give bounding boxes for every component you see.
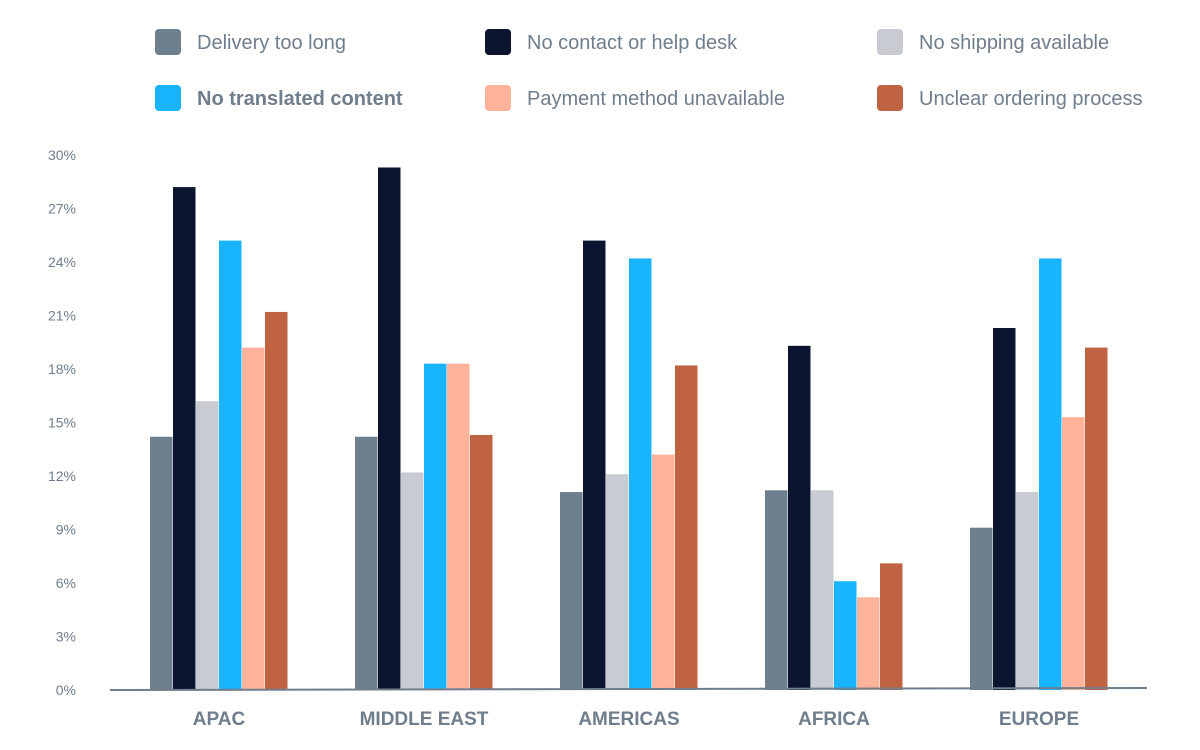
- bar-middle-east-no-shipping-available: [401, 472, 424, 690]
- y-axis: 0% 3% 6% 9% 12% 15% 18% 21% 24% 27% 30%: [48, 147, 76, 698]
- legend-label: No shipping available: [919, 32, 1109, 54]
- bar-apac-delivery-too-long: [150, 436, 173, 690]
- legend-item-payment-method-unavailable: Payment method unavailable: [485, 85, 785, 111]
- bar-africa-no-translated-content: [834, 581, 857, 690]
- bar-africa-delivery-too-long: [765, 490, 788, 690]
- bar-apac-unclear-ordering-process: [265, 311, 288, 690]
- bar-americas-payment-method-unavailable: [652, 454, 675, 690]
- bar-americas-no-translated-content: [629, 258, 652, 690]
- bars: [150, 167, 1108, 690]
- bar-europe-payment-method-unavailable: [1062, 417, 1085, 690]
- bar-apac-no-translated-content: [219, 240, 242, 690]
- legend-label: No contact or help desk: [527, 32, 738, 54]
- bar-americas-no-contact-or-help-desk: [583, 240, 606, 690]
- legend-swatch: [155, 85, 181, 111]
- legend-label: Unclear ordering process: [919, 88, 1142, 110]
- legend-item-no-shipping-available: No shipping available: [877, 29, 1109, 55]
- bar-middle-east-unclear-ordering-process: [470, 434, 493, 690]
- legend-item-delivery-too-long: Delivery too long: [155, 29, 346, 55]
- bar-europe-no-contact-or-help-desk: [993, 327, 1016, 690]
- bar-middle-east-no-contact-or-help-desk: [378, 167, 401, 690]
- bar-group-middle-east: [355, 167, 493, 690]
- bar-apac-no-shipping-available: [196, 401, 219, 690]
- bar-group-africa: [765, 345, 903, 690]
- x-tick-label: APAC: [193, 709, 246, 730]
- bar-americas-no-shipping-available: [606, 474, 629, 690]
- y-tick-label: 3%: [56, 629, 76, 645]
- y-tick-label: 27%: [48, 201, 76, 217]
- y-tick-label: 30%: [48, 147, 76, 163]
- bar-apac-no-contact-or-help-desk: [173, 187, 196, 690]
- bar-middle-east-payment-method-unavailable: [447, 363, 470, 690]
- legend-label: Delivery too long: [197, 32, 346, 54]
- bar-middle-east-no-translated-content: [424, 363, 447, 690]
- bar-africa-unclear-ordering-process: [880, 563, 903, 690]
- bar-group-americas: [560, 240, 698, 690]
- bar-americas-unclear-ordering-process: [675, 365, 698, 690]
- bar-group-apac: [150, 187, 288, 690]
- legend-swatch: [485, 85, 511, 111]
- legend-item-unclear-ordering-process: Unclear ordering process: [877, 85, 1142, 111]
- bar-africa-no-shipping-available: [811, 490, 834, 690]
- bar-americas-delivery-too-long: [560, 492, 583, 690]
- legend-item-no-contact-or-help-desk: No contact or help desk: [485, 29, 738, 55]
- bar-africa-payment-method-unavailable: [857, 597, 880, 690]
- legend: Delivery too long No contact or help desk…: [155, 29, 1142, 111]
- bar-group-europe: [970, 258, 1108, 690]
- bar-europe-delivery-too-long: [970, 527, 993, 690]
- legend-item-no-translated-content: No translated content: [155, 85, 403, 111]
- y-tick-label: 9%: [56, 522, 76, 538]
- bar-africa-no-contact-or-help-desk: [788, 345, 811, 690]
- bar-europe-no-shipping-available: [1016, 492, 1039, 690]
- legend-swatch: [877, 29, 903, 55]
- y-tick-label: 15%: [48, 415, 76, 431]
- y-tick-label: 18%: [48, 361, 76, 377]
- y-tick-label: 0%: [56, 682, 76, 698]
- y-tick-label: 24%: [48, 254, 76, 270]
- y-tick-label: 21%: [48, 308, 76, 324]
- legend-swatch: [877, 85, 903, 111]
- x-tick-label: EUROPE: [999, 709, 1079, 730]
- bar-apac-payment-method-unavailable: [242, 347, 265, 690]
- bar-europe-unclear-ordering-process: [1085, 347, 1108, 690]
- x-axis-line: [109, 687, 1148, 691]
- legend-swatch: [485, 29, 511, 55]
- legend-swatch: [155, 29, 181, 55]
- bar-middle-east-delivery-too-long: [355, 436, 378, 690]
- legend-label: No translated content: [197, 88, 403, 110]
- x-tick-label: AFRICA: [798, 709, 870, 730]
- bar-europe-no-translated-content: [1039, 258, 1062, 690]
- y-tick-label: 6%: [56, 575, 76, 591]
- legend-label: Payment method unavailable: [527, 88, 785, 110]
- y-tick-label: 12%: [48, 468, 76, 484]
- x-tick-label: AMERICAS: [578, 709, 679, 730]
- x-axis: APAC MIDDLE EAST AMERICAS AFRICA EUROPE: [193, 709, 1079, 730]
- x-tick-label: MIDDLE EAST: [360, 709, 489, 730]
